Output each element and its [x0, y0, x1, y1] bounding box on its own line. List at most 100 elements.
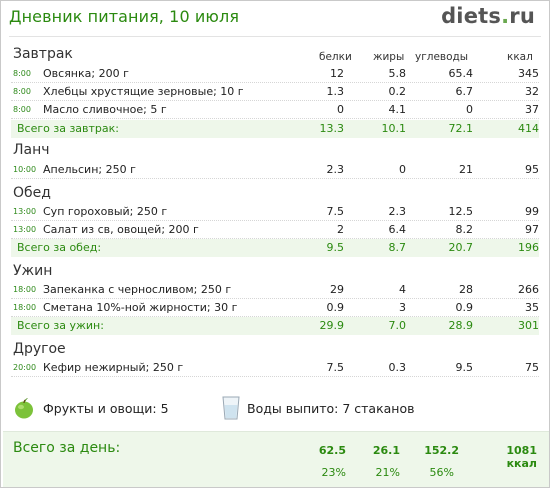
food-carbs: 6.7 [455, 85, 474, 98]
food-fat: 4.1 [388, 103, 407, 116]
food-fat: 0.3 [388, 361, 407, 374]
food-protein: 0 [337, 103, 344, 116]
food-time: 8:00 [13, 105, 31, 114]
food-carbs: 0.9 [455, 301, 474, 314]
extras-bar: Фрукты и овощи: 5 Воды выпито: 7 стакано… [1, 396, 549, 422]
food-time: 10:00 [13, 165, 37, 174]
meal-total-protein: 29.9 [319, 319, 345, 332]
food-kcal: 75 [525, 361, 539, 374]
column-header-kcal: ккал [507, 51, 533, 63]
meal-total-fat: 7.0 [388, 319, 407, 332]
food-fat: 2.3 [388, 205, 407, 218]
water-count: Воды выпито: 7 стаканов [247, 401, 415, 416]
food-protein: 7.5 [326, 361, 345, 374]
food-fat: 3 [399, 301, 406, 314]
food-time: 8:00 [13, 87, 31, 96]
food-carbs: 28 [459, 283, 473, 296]
food-protein: 2 [337, 223, 344, 236]
day-total-carbs: 152.2 [424, 444, 459, 457]
food-name: Масло сливочное; 5 г [43, 103, 167, 116]
food-kcal: 345 [518, 67, 539, 80]
food-carbs: 65.4 [448, 67, 474, 80]
food-time: 18:00 [13, 303, 37, 312]
meal-total-label: Всего за завтрак: [17, 122, 120, 135]
food-kcal: 35 [525, 301, 539, 314]
section-title-dinner: Обед [13, 185, 51, 201]
logo-main: diets [441, 4, 502, 28]
meal-total-kcal: 196 [518, 241, 539, 254]
food-kcal: 266 [518, 283, 539, 296]
food-carbs: 8.2 [455, 223, 474, 236]
food-carbs: 0 [466, 103, 473, 116]
food-fat: 4 [399, 283, 406, 296]
food-row[interactable]: 10:00 Апельсин; 250 г 2.3 0 21 95 [11, 161, 539, 179]
food-name: Сметана 10%-ной жирности; 30 г [43, 301, 238, 314]
food-kcal: 32 [525, 85, 539, 98]
day-fat-pct: 21% [375, 466, 400, 479]
logo-tld: ru [509, 4, 535, 28]
meal-total-carbs: 20.7 [448, 241, 474, 254]
food-carbs: 21 [459, 163, 473, 176]
food-kcal: 97 [525, 223, 539, 236]
food-name: Суп гороховый; 250 г [43, 205, 168, 218]
food-kcal: 95 [525, 163, 539, 176]
food-time: 13:00 [13, 225, 37, 234]
food-fat: 5.8 [388, 67, 407, 80]
food-row[interactable]: 18:00 Сметана 10%-ной жирности; 30 г 0.9… [11, 299, 539, 317]
food-name: Хлебцы хрустящие зерновые; 10 г [43, 85, 244, 98]
food-fat: 0.2 [388, 85, 407, 98]
food-time: 20:00 [13, 363, 37, 372]
column-header-fat: жиры [373, 51, 405, 63]
header-divider [9, 36, 541, 37]
day-total-box: Всего за день: 62.5 26.1 152.2 1081 ккал… [3, 431, 549, 487]
food-carbs: 9.5 [455, 361, 474, 374]
food-name: Апельсин; 250 г [43, 163, 136, 176]
food-protein: 7.5 [326, 205, 345, 218]
section-title-supper: Ужин [13, 263, 53, 279]
food-row[interactable]: 8:00 Хлебцы хрустящие зерновые; 10 г 1.3… [11, 83, 539, 101]
food-row[interactable]: 8:00 Овсянка; 200 г 12 5.8 65.4 345 [11, 65, 539, 83]
fruit-veg-count: Фрукты и овощи: 5 [43, 401, 169, 416]
day-total-protein: 62.5 [318, 444, 346, 457]
food-name: Салат из св, овощей; 200 г [43, 223, 199, 236]
food-row[interactable]: 20:00 Кефир нежирный; 250 г 7.5 0.3 9.5 … [11, 359, 539, 377]
meal-total-row: Всего за обед: 9.5 8.7 20.7 196 [11, 239, 539, 257]
meal-total-kcal: 301 [518, 319, 539, 332]
food-protein: 12 [330, 67, 344, 80]
section-title-lunch: Ланч [13, 142, 50, 158]
green-apple-icon [15, 398, 33, 419]
section-title-other: Другое [13, 341, 66, 357]
food-row[interactable]: 13:00 Салат из св, овощей; 200 г 2 6.4 8… [11, 221, 539, 239]
food-time: 8:00 [13, 69, 31, 78]
food-carbs: 12.5 [448, 205, 474, 218]
food-protein: 2.3 [326, 163, 345, 176]
food-fat: 6.4 [388, 223, 407, 236]
meal-total-protein: 9.5 [326, 241, 345, 254]
meal-total-carbs: 28.9 [448, 319, 474, 332]
day-total-kcal: 1081 ккал [506, 444, 537, 470]
header: Дневник питания, 10 июля diets.ru [1, 1, 549, 37]
meal-total-carbs: 72.1 [448, 122, 474, 135]
water-glass-icon [222, 396, 240, 420]
food-row[interactable]: 13:00 Суп гороховый; 250 г 7.5 2.3 12.5 … [11, 203, 539, 221]
meal-total-fat: 8.7 [388, 241, 407, 254]
food-fat: 0 [399, 163, 406, 176]
food-time: 13:00 [13, 207, 37, 216]
day-protein-pct: 23% [321, 466, 346, 479]
day-total-fat: 26.1 [372, 444, 400, 457]
column-header-protein: белки [319, 51, 352, 63]
page-title: Дневник питания, 10 июля [9, 7, 240, 26]
meal-total-protein: 13.3 [319, 122, 345, 135]
meal-total-row: Всего за завтрак: 13.3 10.1 72.1 414 [11, 120, 539, 138]
day-carbs-pct: 56% [429, 466, 454, 479]
day-total-label: Всего за день: [13, 440, 121, 456]
meal-total-fat: 10.1 [381, 122, 407, 135]
food-row[interactable]: 8:00 Масло сливочное; 5 г 0 4.1 0 37 [11, 101, 539, 119]
meal-total-label: Всего за обед: [17, 241, 102, 254]
food-row[interactable]: 18:00 Запеканка с черносливом; 250 г 29 … [11, 281, 539, 299]
site-logo[interactable]: diets.ru [441, 4, 535, 28]
food-name: Овсянка; 200 г [43, 67, 129, 80]
food-protein: 29 [330, 283, 344, 296]
section-title-breakfast: Завтрак [13, 46, 73, 62]
